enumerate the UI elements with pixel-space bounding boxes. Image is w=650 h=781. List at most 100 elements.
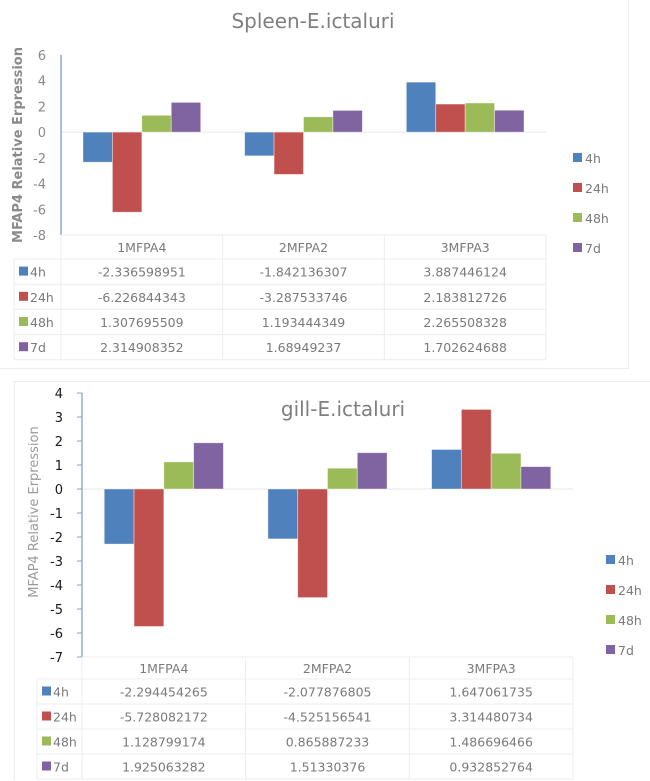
bar-24h-2mfpa2	[297, 488, 328, 599]
legend-key-4h	[606, 555, 615, 564]
table-cell: 3.314480734	[449, 710, 533, 725]
table-legend-key-48h	[42, 736, 51, 746]
y-axis-title: MFAP4 Relative Erpression	[27, 426, 42, 597]
legend-label-7d: 7d	[618, 643, 634, 658]
table-legend-key-24h	[19, 291, 28, 301]
y-tick-label: -6	[33, 203, 46, 218]
table-legend-key-7d	[42, 761, 51, 771]
bar-7d-2mfpa2	[332, 110, 363, 133]
table-cell: 1.51330376	[290, 760, 366, 775]
bar-7d-3mfpa3	[520, 466, 552, 490]
y-tick-label: -5	[50, 603, 63, 618]
y-tick-label: -2	[33, 152, 46, 167]
legend-key-48h	[606, 615, 615, 624]
y-tick-label: 2	[55, 435, 63, 450]
bar-48h-2mfpa2	[303, 116, 334, 133]
table-cell: 1.486696466	[449, 735, 533, 750]
table-cell: 2.183812726	[423, 290, 507, 305]
bar-48h-1mfpa4	[141, 114, 172, 133]
table-legend-key-4h	[19, 266, 28, 276]
bar-48h-3mfpa3	[490, 452, 522, 490]
y-tick-label: -6	[50, 627, 63, 642]
table-row-label: 7d	[53, 760, 69, 775]
table-legend-key-4h	[42, 686, 51, 696]
bar-24h-3mfpa3	[460, 409, 492, 490]
y-tick-label: 0	[55, 483, 63, 498]
bar-7d-1mfpa4	[170, 101, 202, 133]
legend-label-4h: 4h	[585, 151, 601, 166]
table-cell: -1.842136307	[259, 265, 347, 280]
y-tick-label: -7	[50, 651, 63, 666]
bar-24h-2mfpa2	[273, 131, 304, 175]
table-header-2mfpa2: 2MFPA2	[279, 240, 328, 255]
y-tick-label: 3	[55, 411, 63, 426]
table-row-label: 48h	[30, 315, 54, 330]
bar-48h-2mfpa2	[327, 467, 358, 490]
y-tick-label: -3	[50, 555, 63, 570]
y-tick-label: -2	[50, 531, 63, 546]
table-cell: 3.887446124	[423, 265, 507, 280]
bar-7d-3mfpa3	[494, 109, 525, 133]
legend-label-24h: 24h	[618, 583, 642, 598]
table-cell: 1.193444349	[262, 315, 346, 330]
bar-24h-1mfpa4	[112, 131, 143, 213]
table-row-label: 48h	[53, 735, 77, 750]
spleen-chart: Spleen-E.ictaluri MFAP4 Relative Erpressi…	[11, 9, 609, 361]
legend-key-7d	[606, 645, 615, 654]
y-tick-label: -4	[33, 178, 46, 193]
y-tick-label: 4	[55, 387, 63, 402]
bar-4h-3mfpa3	[431, 449, 462, 490]
y-tick-label: -4	[50, 579, 63, 594]
bar-4h-2mfpa2	[244, 131, 275, 157]
table-cell: 2.314908352	[100, 340, 184, 355]
table-row-label: 7d	[30, 340, 46, 355]
table-row-label: 4h	[30, 265, 46, 280]
bar-48h-1mfpa4	[163, 461, 195, 490]
table-row-label: 24h	[30, 290, 54, 305]
table-cell: 0.932852764	[449, 760, 533, 775]
table-header-3mfpa3: 3MFPA3	[467, 661, 516, 676]
legend-key-4h	[573, 153, 582, 162]
bar-4h-1mfpa4	[82, 131, 113, 163]
bar-7d-1mfpa4	[193, 442, 224, 490]
table-cell: -2.336598951	[98, 265, 186, 280]
table-cell: 2.265508328	[423, 315, 507, 330]
chart-title: Spleen-E.ictaluri	[231, 9, 394, 33]
table-header-1mfpa4: 1MFPA4	[117, 240, 166, 255]
legend-label-48h: 48h	[618, 613, 642, 628]
bar-24h-1mfpa4	[133, 488, 165, 627]
table-cell: -5.728082172	[120, 710, 208, 725]
table-cell: -4.525156541	[283, 710, 371, 725]
table-cell: 1.647061735	[449, 685, 533, 700]
bar-7d-2mfpa2	[356, 452, 388, 490]
table-cell: 1.307695509	[100, 315, 184, 330]
table-cell: 0.865887233	[286, 735, 370, 750]
legend-label-7d: 7d	[585, 241, 601, 256]
legend-key-24h	[573, 183, 582, 192]
bar-24h-3mfpa3	[435, 103, 466, 133]
table-cell: -2.294454265	[120, 685, 208, 700]
table-header-3mfpa3: 3MFPA3	[441, 240, 490, 255]
table-cell: 1.702624688	[423, 340, 507, 355]
bar-4h-2mfpa2	[267, 488, 299, 540]
y-tick-label: 0	[38, 126, 46, 141]
legend-key-7d	[573, 243, 582, 252]
table-row-label: 24h	[53, 710, 77, 725]
bar-48h-3mfpa3	[464, 102, 495, 133]
y-tick-label: -8	[33, 229, 46, 244]
y-tick-label: 2	[38, 100, 46, 115]
bar-4h-1mfpa4	[103, 488, 135, 545]
table-legend-key-24h	[42, 711, 51, 721]
y-tick-label: 1	[55, 459, 63, 474]
y-tick-label: 6	[38, 49, 46, 64]
legend-key-48h	[573, 213, 582, 222]
table-cell: 1.128799174	[122, 735, 206, 750]
chart-title: gill-E.ictaluri	[281, 397, 405, 421]
gill-chart: gill-E.ictaluri MFAP4 Relative Erpression…	[27, 387, 642, 780]
table-cell: -6.226844343	[98, 290, 186, 305]
legend-label-48h: 48h	[585, 211, 609, 226]
legend-key-24h	[606, 585, 615, 594]
gill-chart-panel: gill-E.ictaluri MFAP4 Relative Erpression…	[14, 381, 650, 780]
table-cell: -2.077876805	[283, 685, 371, 700]
legend-label-4h: 4h	[618, 553, 634, 568]
